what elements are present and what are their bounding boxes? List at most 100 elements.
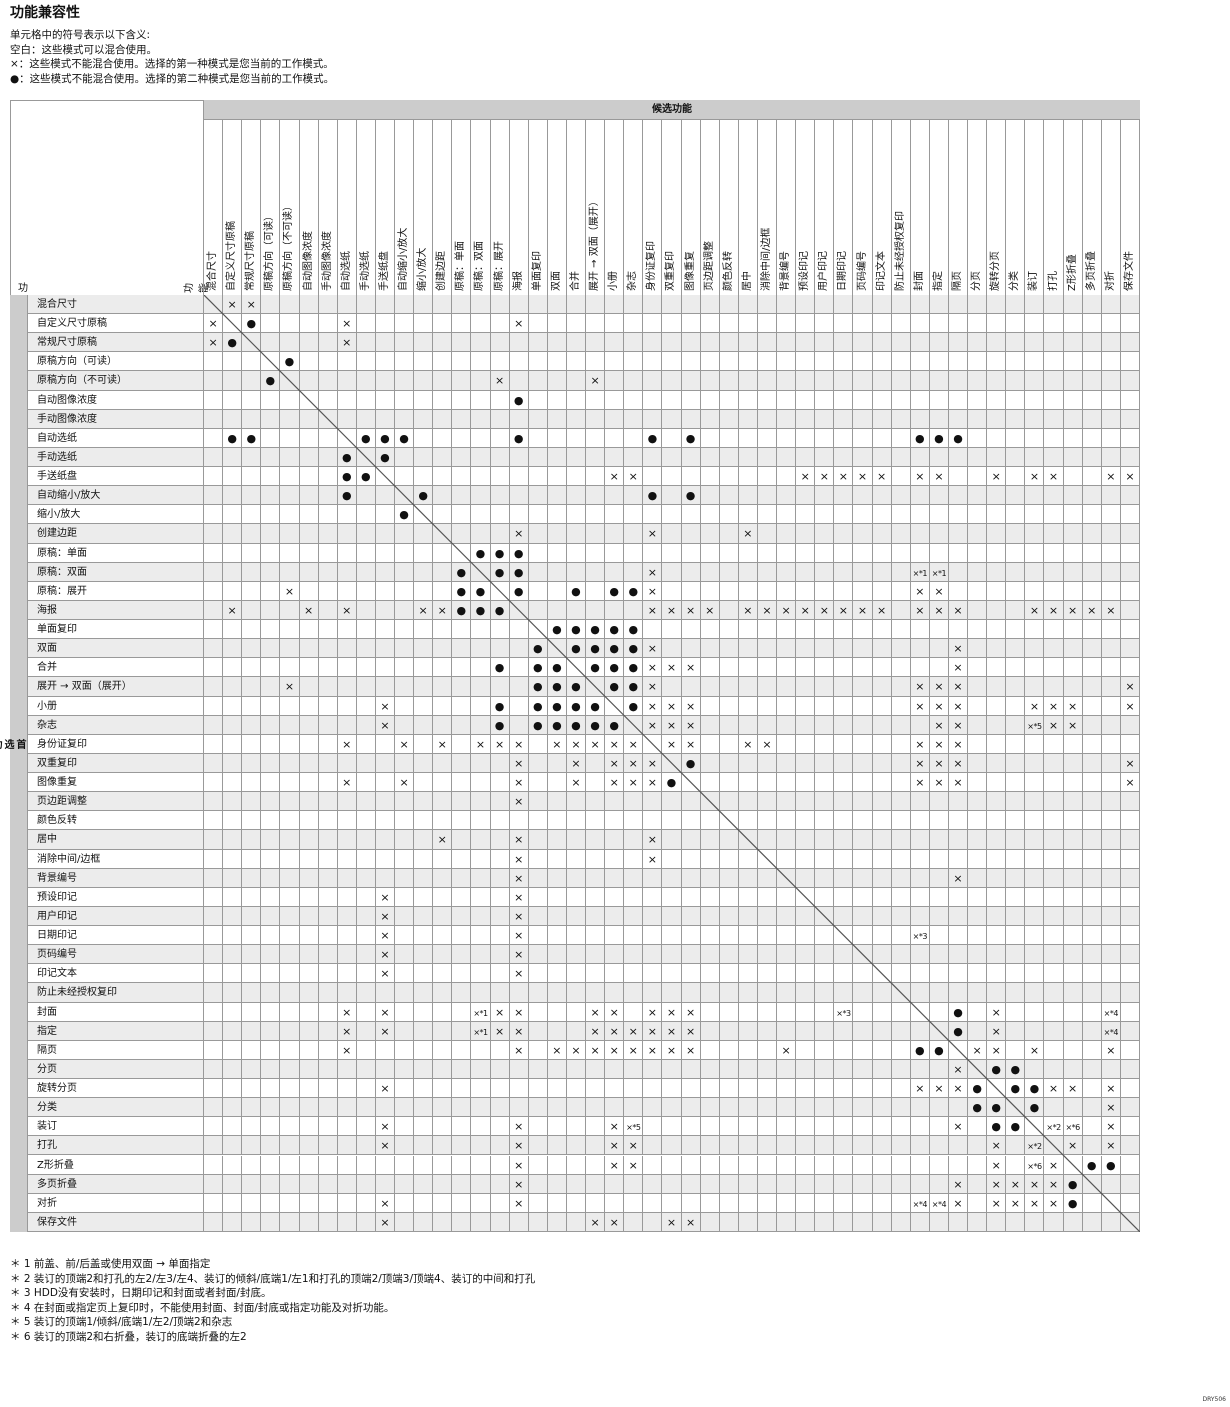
table-cell bbox=[395, 926, 415, 946]
table-cell bbox=[1082, 1040, 1102, 1060]
incompatible-first-mark: × bbox=[1048, 470, 1059, 484]
table-cell: × bbox=[1063, 1079, 1083, 1099]
table-cell bbox=[815, 734, 835, 754]
table-cell bbox=[1063, 830, 1083, 850]
table-cell bbox=[681, 1059, 701, 1079]
table-cell: × bbox=[643, 1002, 663, 1022]
table-cell bbox=[452, 945, 472, 965]
incompatible-first-mark: × bbox=[953, 737, 963, 751]
table-cell bbox=[242, 945, 262, 965]
column-header: 页边距调整 bbox=[701, 120, 720, 295]
table-cell: × bbox=[337, 314, 357, 334]
table-cell bbox=[433, 658, 453, 678]
table-cell bbox=[337, 811, 357, 831]
table-cell bbox=[815, 677, 835, 697]
table-cell bbox=[968, 811, 988, 831]
table-cell bbox=[796, 1021, 816, 1041]
table-cell bbox=[815, 447, 835, 468]
table-cell bbox=[528, 524, 548, 544]
incompatible-first-mark: × bbox=[514, 1196, 524, 1210]
table-cell bbox=[1025, 620, 1045, 640]
table-cell bbox=[1006, 447, 1026, 468]
table-cell bbox=[1082, 447, 1102, 468]
table-cell bbox=[987, 390, 1007, 410]
table-cell: × bbox=[586, 1040, 606, 1060]
table-cell: × bbox=[948, 1193, 969, 1213]
incompatible-first-mark: × bbox=[953, 661, 963, 675]
table-cell: ● bbox=[929, 1040, 949, 1060]
table-cell: × bbox=[624, 734, 644, 754]
column-header: 合并 bbox=[567, 120, 587, 295]
table-cell: × bbox=[853, 600, 873, 621]
table-cell bbox=[414, 1098, 434, 1118]
table-cell bbox=[1082, 333, 1102, 353]
table-cell bbox=[547, 314, 567, 334]
table-cell bbox=[910, 1155, 930, 1175]
table-cell bbox=[356, 868, 376, 888]
table-cell bbox=[1025, 409, 1045, 429]
column-header: 打孔 bbox=[1044, 120, 1064, 295]
table-cell bbox=[796, 543, 816, 563]
row-label: 创建边距 bbox=[28, 524, 204, 544]
column-header-label: 背景编号 bbox=[780, 251, 792, 291]
table-cell bbox=[948, 1136, 969, 1156]
column-header: 双面 bbox=[548, 120, 567, 295]
table-cell bbox=[662, 887, 682, 907]
table-cell bbox=[891, 352, 911, 372]
table-cell: × bbox=[605, 734, 625, 754]
table-cell bbox=[337, 1136, 357, 1156]
incompatible-first-mark: × bbox=[208, 317, 218, 331]
table-cell bbox=[261, 505, 281, 525]
table-cell bbox=[452, 486, 472, 506]
table-cell bbox=[337, 1212, 357, 1232]
table-cell bbox=[853, 964, 873, 984]
table-cell bbox=[414, 371, 434, 391]
incompatible-first-mark: × bbox=[838, 603, 849, 617]
table-cell bbox=[223, 1136, 243, 1156]
table-cell: ×*3 bbox=[834, 1002, 854, 1022]
table-cell bbox=[204, 773, 224, 793]
incompatible-first-mark: × bbox=[991, 1024, 1001, 1038]
table-cell bbox=[433, 1212, 453, 1232]
incompatible-first-mark: × bbox=[934, 756, 944, 770]
table-cell bbox=[452, 505, 472, 525]
table-cell bbox=[337, 428, 357, 448]
table-cell bbox=[280, 1021, 300, 1041]
table-cell: × bbox=[929, 734, 949, 754]
table-cell bbox=[777, 505, 797, 525]
table-cell: × bbox=[681, 1212, 701, 1232]
table-cell: × bbox=[605, 773, 625, 793]
row-label: 页码编号 bbox=[28, 945, 204, 965]
table-cell bbox=[471, 447, 491, 468]
table-cell bbox=[204, 696, 224, 716]
table-cell bbox=[528, 1117, 548, 1137]
table-cell bbox=[1006, 753, 1026, 774]
table-cell bbox=[1063, 734, 1083, 754]
column-header: 背景编号 bbox=[777, 120, 797, 295]
column-header: 手送纸盘 bbox=[376, 120, 395, 295]
table-cell bbox=[433, 562, 453, 582]
table-cell: × bbox=[1063, 1136, 1083, 1156]
table-cell bbox=[318, 1059, 338, 1079]
table-cell bbox=[891, 1002, 911, 1022]
table-cell bbox=[1082, 983, 1102, 1003]
row-label: 打孔 bbox=[28, 1136, 204, 1156]
table-cell bbox=[566, 505, 587, 525]
table-cell bbox=[891, 543, 911, 563]
table-cell bbox=[853, 811, 873, 831]
incompatible-first-mark: × bbox=[819, 470, 829, 484]
table-cell bbox=[261, 524, 281, 544]
incompatible-second-mark: ● bbox=[685, 756, 696, 770]
table-cell bbox=[528, 581, 548, 601]
table-cell bbox=[987, 658, 1007, 678]
incompatible-second-mark: ● bbox=[628, 623, 639, 637]
table-cell: × bbox=[643, 773, 663, 793]
incompatible-second-mark: ● bbox=[991, 1062, 1002, 1076]
table-cell bbox=[1025, 581, 1045, 601]
table-cell bbox=[815, 1117, 835, 1137]
table-cell bbox=[586, 352, 606, 372]
table-cell bbox=[547, 428, 567, 448]
table-cell bbox=[719, 811, 739, 831]
table-cell bbox=[433, 1059, 453, 1079]
table-cell bbox=[1120, 734, 1140, 754]
